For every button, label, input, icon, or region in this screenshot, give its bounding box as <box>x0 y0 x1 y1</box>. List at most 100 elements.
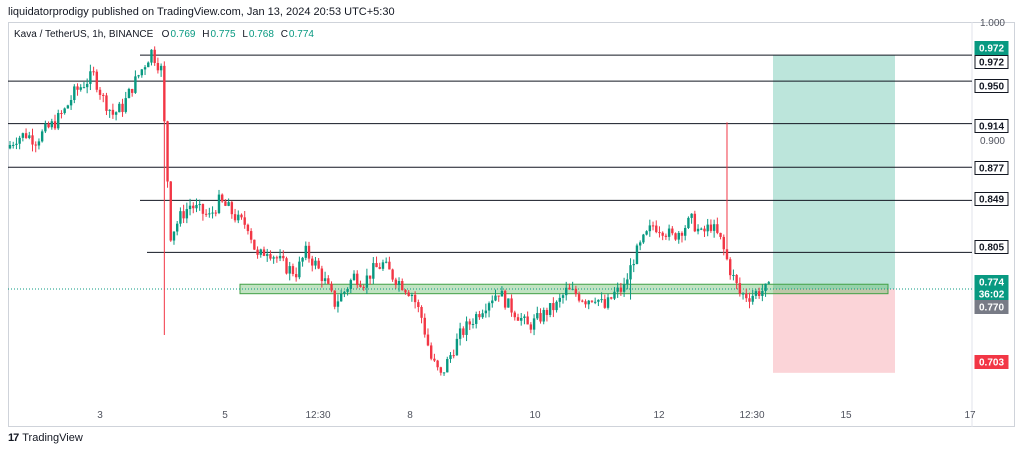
candle-body <box>667 228 671 237</box>
price-label: 0.914 <box>979 122 1004 133</box>
candle-body <box>240 214 243 218</box>
x-tick-label: 12:30 <box>305 410 330 421</box>
chart-frame <box>8 22 1015 427</box>
candle-body <box>253 239 256 250</box>
candle-body <box>47 123 50 128</box>
candle-body <box>37 141 41 146</box>
candle-body <box>304 245 307 258</box>
candle-body <box>282 255 285 259</box>
candle-body <box>346 288 349 292</box>
candle-body <box>526 316 529 325</box>
candle-body <box>642 234 645 243</box>
candle-body <box>696 228 700 232</box>
candle-body <box>577 294 581 301</box>
candle-body <box>748 298 751 302</box>
candle-body <box>34 144 37 146</box>
candle-body <box>757 291 761 296</box>
candle-body <box>24 133 28 138</box>
candle-body <box>391 269 394 280</box>
candle-body <box>632 263 635 266</box>
candle-body <box>92 71 95 73</box>
candle-body <box>516 317 520 321</box>
candle-body <box>249 231 253 240</box>
candle-body <box>98 89 102 95</box>
candle-body <box>651 225 655 227</box>
candle-body <box>85 83 89 88</box>
candle-body <box>738 283 742 294</box>
candle-body <box>230 202 234 215</box>
candle-body <box>709 224 713 231</box>
candle-body <box>368 275 372 279</box>
candle-body <box>462 328 465 335</box>
candle-body <box>394 279 398 286</box>
candle-body <box>674 233 677 240</box>
candle-body <box>539 313 542 322</box>
y-tick-label: 0.900 <box>980 136 1005 147</box>
candle-body <box>95 71 99 90</box>
candle-body <box>221 194 224 202</box>
candle-body <box>388 261 391 270</box>
candle-body <box>79 87 82 90</box>
ohlc-low-key: L <box>242 29 248 40</box>
candle-body <box>378 267 381 269</box>
candle-body <box>333 290 336 307</box>
candle-body <box>15 143 18 145</box>
candle-body <box>407 292 410 297</box>
candle-body <box>468 321 471 325</box>
candle-body <box>520 317 523 321</box>
candle-body <box>706 224 709 232</box>
candle-body <box>542 309 545 322</box>
candle-body <box>487 303 491 311</box>
candle-body <box>339 293 343 302</box>
candle-body <box>693 213 697 232</box>
candle-body <box>442 372 446 374</box>
brand-name: TradingView <box>22 432 83 444</box>
candle-body <box>175 223 179 232</box>
candle-body <box>638 242 642 246</box>
candle-body <box>166 121 169 182</box>
candle-body <box>584 301 587 305</box>
candle-body <box>246 224 250 232</box>
candle-body <box>327 278 330 284</box>
candle-body <box>751 295 754 302</box>
candle-body <box>294 274 298 278</box>
candle-body <box>478 314 481 318</box>
candle-body <box>102 94 105 96</box>
candle-body <box>269 254 272 259</box>
candle-body <box>729 259 732 276</box>
candle-body <box>687 217 690 228</box>
candle-body <box>317 260 320 269</box>
candle-body <box>745 293 748 299</box>
target-zone <box>773 55 895 289</box>
candle-body <box>127 88 131 99</box>
x-tick-label: 8 <box>407 410 413 421</box>
candle-body <box>503 290 507 308</box>
price-label-box <box>974 240 1009 254</box>
candle-body <box>137 75 140 77</box>
candle-body <box>484 310 488 314</box>
candle-body <box>404 290 407 293</box>
y-tick-label: 1.000 <box>980 18 1005 29</box>
candle-body <box>111 109 115 115</box>
candle-body <box>433 358 436 361</box>
x-tick-label: 5 <box>222 410 228 421</box>
ohlc-open-key: O <box>161 29 170 40</box>
candle-body <box>555 301 558 311</box>
candle-body <box>513 312 516 318</box>
candle-body <box>227 202 230 206</box>
candle-body <box>44 123 47 132</box>
candle-body <box>680 232 684 236</box>
candle-body <box>397 281 401 286</box>
price-label-box <box>974 192 1009 206</box>
candle-body <box>336 301 340 307</box>
price-label: 0.877 <box>979 164 1004 175</box>
candle-body <box>491 300 494 304</box>
candle-body <box>185 209 189 219</box>
candle-body <box>301 257 304 262</box>
stop-zone <box>773 288 895 373</box>
candle-body <box>606 297 610 308</box>
candle-body <box>198 204 201 206</box>
ohlc-low-value: 0.768 <box>248 29 274 40</box>
candle-body <box>179 211 182 224</box>
